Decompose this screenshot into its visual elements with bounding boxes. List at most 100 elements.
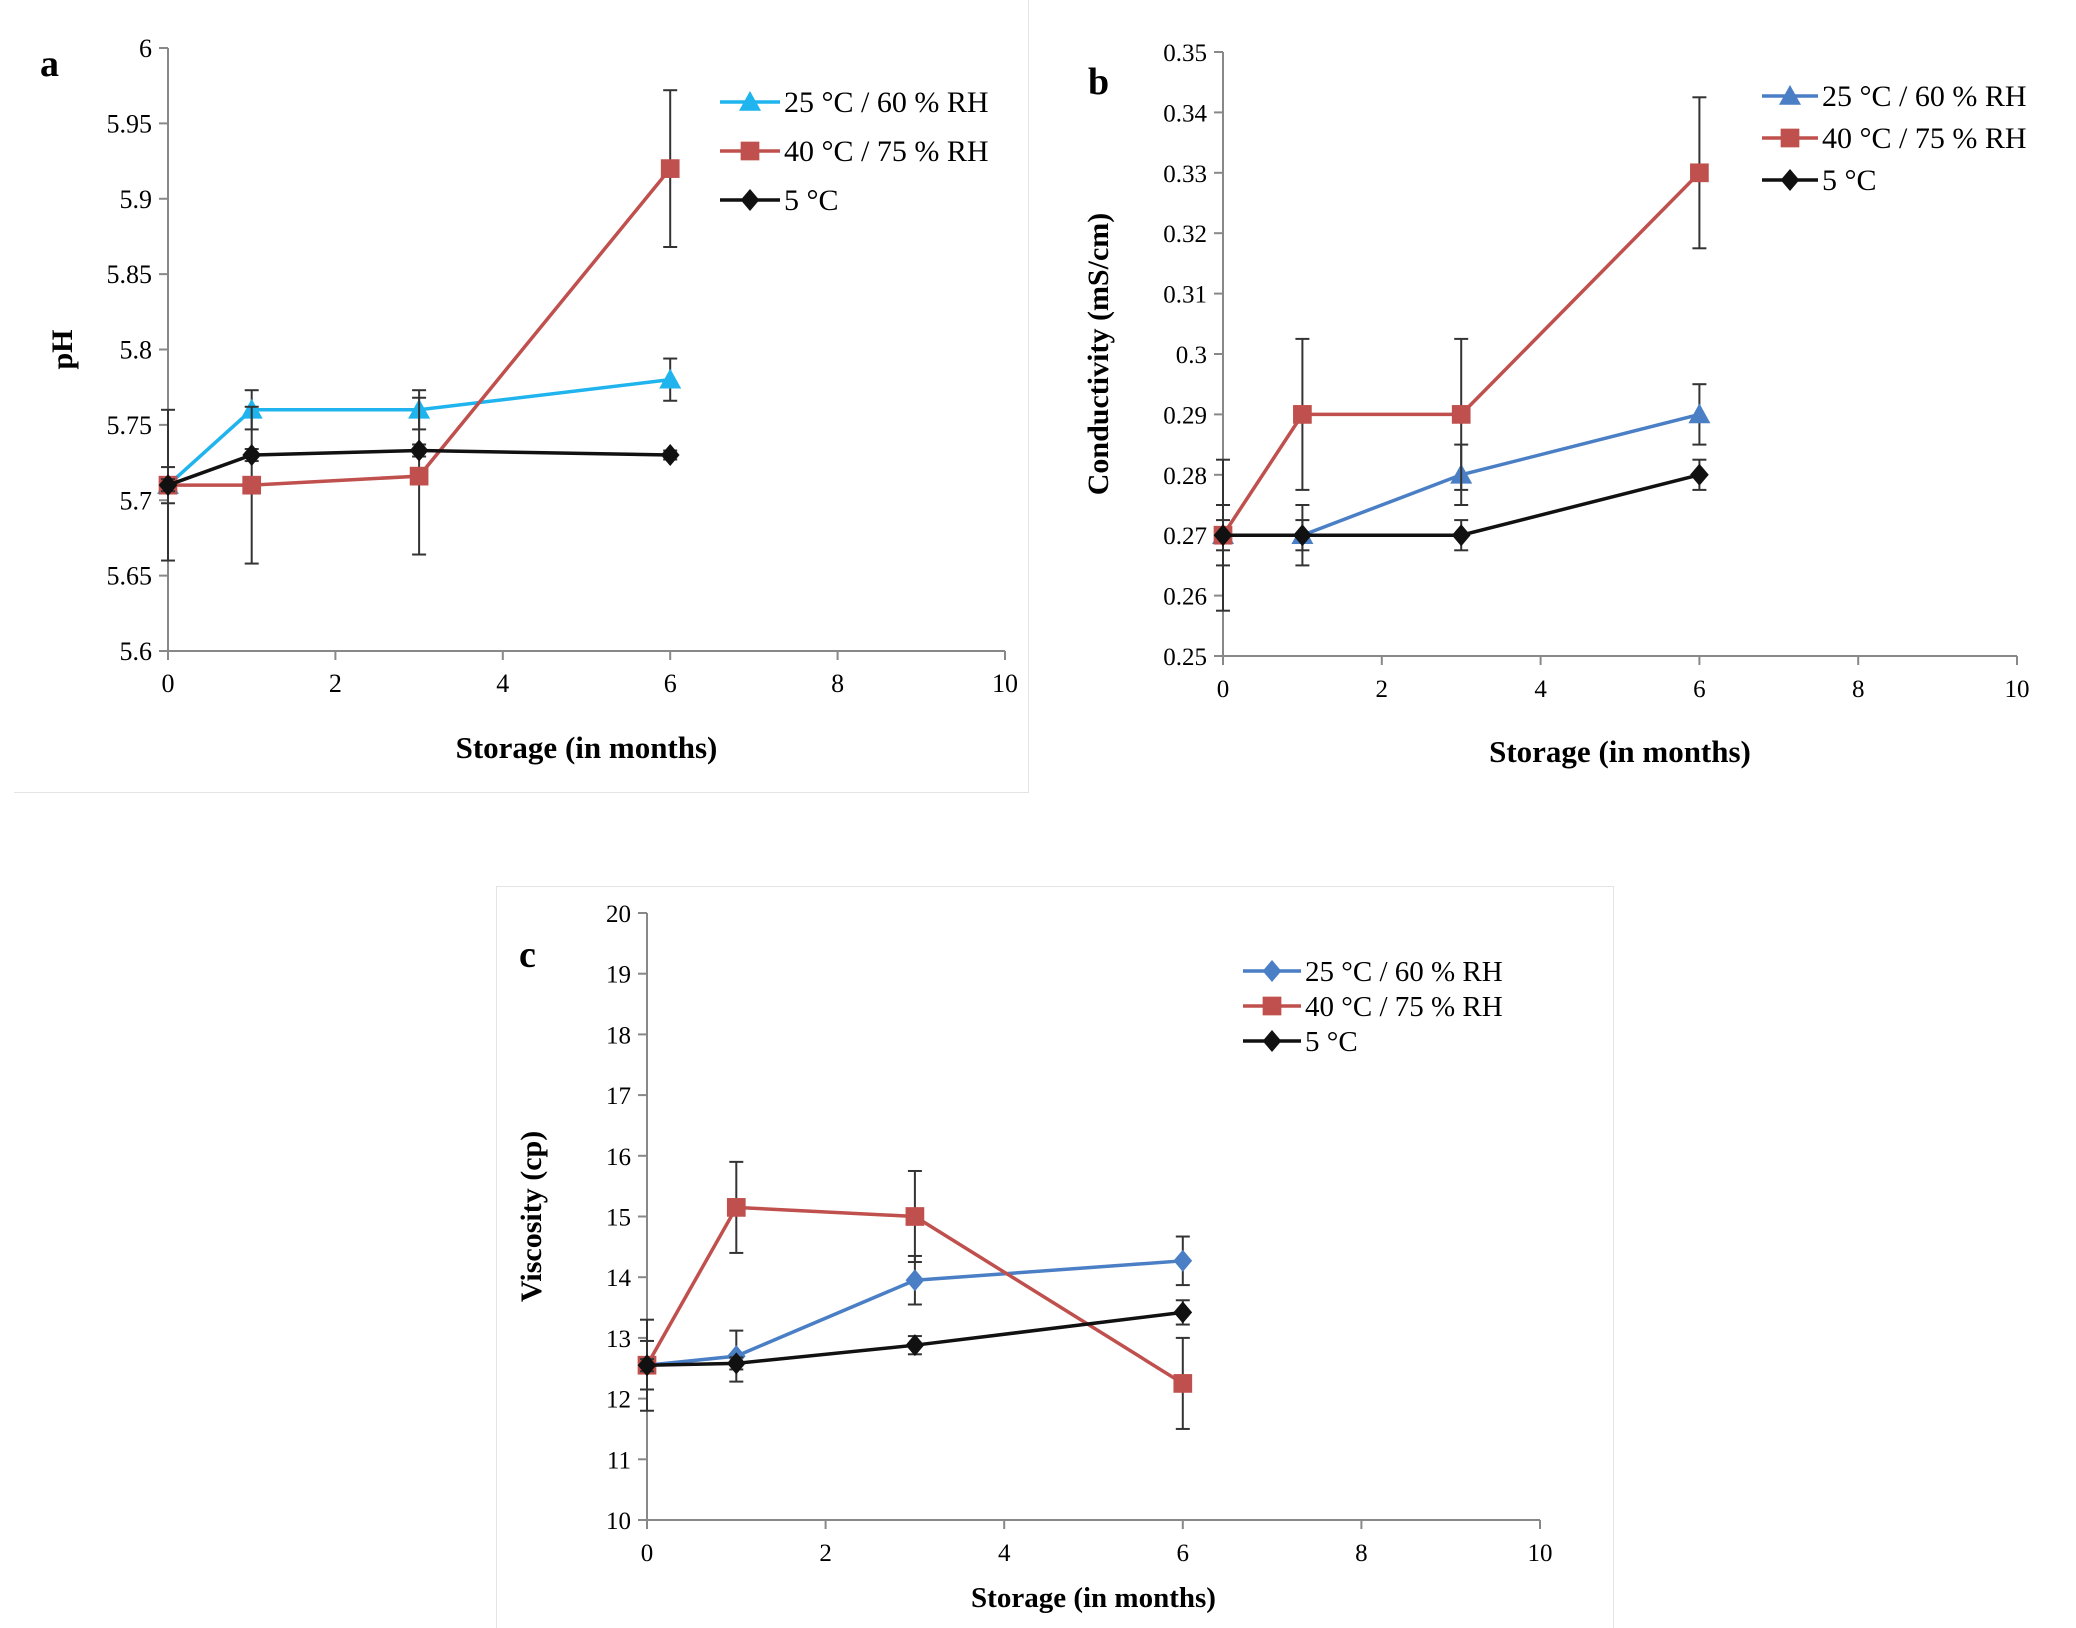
y-tick-label: 5.7	[120, 486, 153, 515]
x-axis-title: Storage (in months)	[971, 1582, 1216, 1614]
y-tick-label: 5.75	[107, 411, 153, 440]
legend-marker	[1262, 1030, 1282, 1052]
data-point	[409, 466, 429, 486]
data-point	[660, 159, 680, 178]
chart-panel-a: a 5.6 5.65 5.7 5.75 5.8 5.85 5.9 5.95 6 0 2 4 6 8 10 Sto…	[14, 0, 1029, 793]
data-point	[242, 444, 262, 467]
y-tick-label: 19	[606, 962, 631, 989]
data-point	[905, 1269, 925, 1292]
data-point	[242, 475, 262, 495]
legend-marker	[1262, 960, 1282, 982]
chart-panel-c: c 10 11 12 13 14 15 16 17 18 19 20 0 2 4 6 8 10 Storage (i…	[496, 886, 1614, 1628]
y-tick-label: 5.85	[107, 260, 153, 289]
y-tick-label: 13	[606, 1326, 631, 1353]
series-line	[1223, 473, 1700, 537]
legend-marker	[1780, 128, 1800, 148]
legend-label: 25 °C / 60 % RH	[1305, 956, 1503, 988]
chart-c-svg: c 10 11 12 13 14 15 16 17 18 19 20 0 2 4 6 8 10 Storage (i…	[515, 901, 1553, 1614]
y-tick-label: 0.33	[1163, 161, 1207, 188]
data-point	[1173, 1301, 1193, 1324]
x-tick-label: 6	[664, 669, 677, 698]
legend-marker	[1780, 169, 1800, 191]
y-tick-label: 5.8	[120, 336, 153, 365]
data-point	[660, 444, 680, 467]
y-tick-label: 15	[606, 1205, 631, 1232]
y-tick-label: 5.65	[107, 562, 153, 591]
series-line	[168, 167, 672, 487]
x-axis-title: Storage (in months)	[456, 730, 718, 765]
y-tick-label: 5.95	[107, 109, 153, 138]
data-point	[1293, 524, 1312, 547]
y-tick-label: 0.35	[1163, 40, 1207, 67]
data-point	[1688, 403, 1711, 424]
y-tick-label: 0.31	[1163, 282, 1207, 309]
series-line	[1221, 171, 1701, 537]
data-point	[1293, 405, 1312, 424]
y-tick-label: 17	[606, 1083, 631, 1110]
y-tick-label: 14	[606, 1265, 632, 1292]
legend-marker	[740, 189, 760, 211]
y-tick-label: 0.34	[1163, 100, 1207, 127]
x-tick-label: 4	[1534, 676, 1547, 703]
series-line	[646, 1259, 1183, 1367]
y-tick-label: 0.25	[1163, 644, 1207, 671]
data-point	[1173, 1249, 1193, 1272]
x-tick-label: 8	[1852, 676, 1865, 703]
legend-label: 5 °C	[784, 184, 839, 217]
y-tick-label: 20	[606, 901, 631, 928]
y-tick-label: 18	[606, 1022, 631, 1049]
chart-b-svg: b 0.25 0.26 0.27 0.28 0.29 0.3 0.31 0.32 0.33 0.34…	[1082, 40, 2030, 769]
y-tick-label: 16	[606, 1144, 631, 1171]
data-point	[905, 1334, 925, 1357]
data-point	[1451, 405, 1471, 424]
y-tick-label: 5.6	[120, 637, 153, 666]
data-point	[158, 474, 178, 497]
y-axis-title: pH	[46, 329, 79, 369]
y-tick-label: 11	[607, 1447, 631, 1474]
legend-marker	[1779, 85, 1801, 105]
legend-marker	[740, 141, 760, 161]
data-point	[409, 439, 429, 462]
x-tick-label: 2	[1376, 676, 1389, 703]
x-tick-label: 6	[1693, 676, 1706, 703]
legend-label: 5 °C	[1822, 164, 1877, 197]
data-point	[1690, 463, 1709, 486]
y-axis-title: Viscosity (cp)	[515, 1131, 548, 1302]
x-tick-label: 10	[2005, 676, 2030, 703]
panel-label: a	[40, 43, 59, 85]
data-point	[905, 1207, 925, 1226]
x-tick-label: 10	[992, 669, 1018, 698]
legend-label: 5 °C	[1305, 1026, 1358, 1058]
x-tick-label: 8	[831, 669, 844, 698]
series-line	[166, 377, 671, 487]
legend-label: 25 °C / 60 % RH	[784, 86, 989, 119]
data-point	[1690, 163, 1709, 183]
x-tick-label: 2	[329, 669, 342, 698]
x-axis-title: Storage (in months)	[1489, 734, 1751, 769]
y-tick-label: 6	[139, 34, 152, 63]
chart-a-svg: a 5.6 5.65 5.7 5.75 5.8 5.85 5.9 5.95 6 0 2 4 6 8 10 Sto…	[40, 34, 1018, 765]
data-point	[659, 368, 682, 389]
x-tick-label: 4	[496, 669, 509, 698]
series-line	[646, 1310, 1184, 1367]
y-tick-label: 0.3	[1176, 342, 1207, 369]
panel-label: b	[1088, 61, 1109, 103]
series-line	[645, 1205, 1184, 1385]
series-line	[167, 448, 671, 487]
y-tick-label: 10	[606, 1508, 631, 1535]
x-tick-label: 0	[641, 1540, 654, 1567]
data-point	[1451, 524, 1471, 547]
x-tick-label: 0	[1217, 676, 1230, 703]
legend-marker	[739, 91, 761, 111]
legend-marker	[1262, 996, 1282, 1016]
data-point	[637, 1354, 657, 1377]
legend-label: 40 °C / 75 % RH	[1305, 991, 1503, 1023]
x-tick-label: 8	[1355, 1540, 1368, 1567]
y-tick-label: 0.32	[1163, 221, 1207, 248]
x-tick-label: 4	[998, 1540, 1011, 1567]
x-tick-label: 2	[819, 1540, 832, 1567]
y-tick-label: 5.9	[120, 185, 153, 214]
data-point	[726, 1198, 746, 1217]
y-tick-label: 0.26	[1163, 584, 1207, 611]
y-tick-label: 0.29	[1163, 402, 1207, 429]
